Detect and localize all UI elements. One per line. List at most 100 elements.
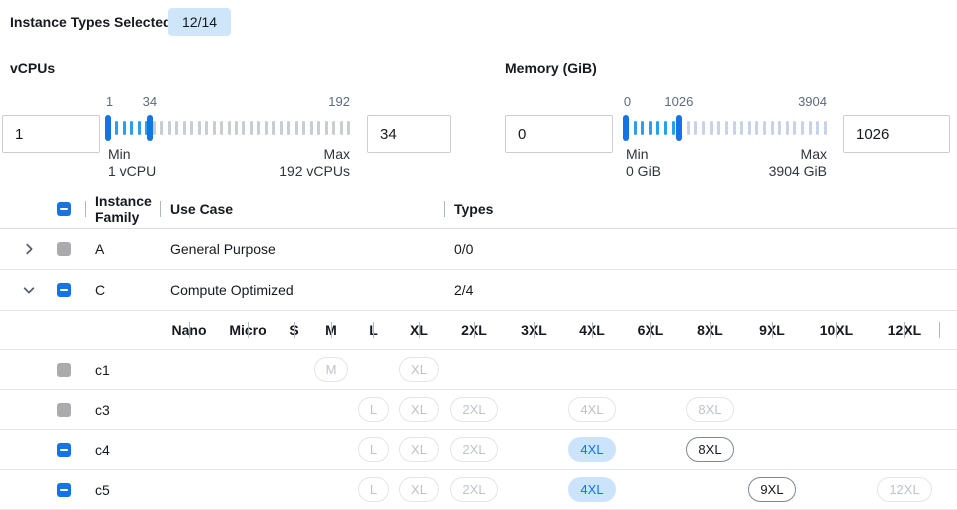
slider-tick xyxy=(732,121,736,135)
slider-tick xyxy=(648,121,652,135)
slider-tick xyxy=(122,121,126,135)
size-column-divider xyxy=(373,322,374,338)
size-column-Nano: Nano xyxy=(160,311,218,349)
size-slot-12XL: 12XL xyxy=(869,470,940,509)
slider-tick xyxy=(212,121,216,135)
slider-handle-high[interactable] xyxy=(146,115,153,141)
slider-tick xyxy=(175,121,179,135)
memory-min-input[interactable] xyxy=(505,115,613,153)
size-column-divider xyxy=(473,322,475,338)
family-row-A: A General Purpose 0/0 xyxy=(0,229,957,270)
size-column-divider xyxy=(418,322,420,338)
slider-tick xyxy=(324,121,328,135)
size-column-divider xyxy=(247,322,249,338)
slider-tick xyxy=(671,121,675,135)
slider-tick xyxy=(152,121,156,135)
instance-name: c4 xyxy=(95,441,110,458)
size-slot-4XL xyxy=(563,350,621,389)
size-slot-S xyxy=(278,350,310,389)
column-header-instance-family: Instance Family xyxy=(95,193,152,225)
slider-tick xyxy=(264,121,268,135)
size-slot-L: L xyxy=(352,430,395,469)
size-slot-6XL xyxy=(621,430,680,469)
memory-max-input[interactable] xyxy=(843,115,950,153)
size-slot-12XL xyxy=(869,350,940,389)
size-slot-Nano xyxy=(160,430,218,469)
size-column-XL: XL xyxy=(395,311,443,349)
sizes-grid: L XL 2XL 4XL 9XL 12XL xyxy=(160,470,940,509)
size-slot-Micro xyxy=(218,350,278,389)
instance-checkbox-c4[interactable] xyxy=(57,442,71,457)
vcpus-range-slider[interactable] xyxy=(105,115,350,141)
size-column-10XL: 10XL xyxy=(804,311,869,349)
size-slot-3XL xyxy=(505,470,563,509)
vcpus-scale-start: 1 xyxy=(105,94,114,109)
size-slot-Micro xyxy=(218,390,278,429)
size-slot-M xyxy=(310,430,352,469)
select-all-checkbox[interactable] xyxy=(57,202,71,216)
slider-tick xyxy=(220,121,224,135)
slider-tick xyxy=(339,121,343,135)
slider-tick xyxy=(234,121,238,135)
size-slot-8XL: 8XL xyxy=(680,430,740,469)
size-slot-2XL: 2XL xyxy=(443,470,505,509)
slider-tick xyxy=(801,121,805,135)
vcpus-min-value: 1 vCPU xyxy=(108,163,157,179)
vcpus-slider-scale: 1 34 192 xyxy=(105,94,350,110)
size-column-6XL: 6XL xyxy=(621,311,680,349)
sizes-grid: NanoMicroSMLXL2XL3XL4XL6XL8XL9XL10XL12XL xyxy=(160,311,940,349)
instance-row-c1: c1 M XL xyxy=(0,350,957,390)
size-pill-c1-XL: XL xyxy=(399,357,439,382)
slider-tick xyxy=(793,121,797,135)
size-pill-c4-8XL[interactable]: 8XL xyxy=(686,437,734,462)
slider-tick xyxy=(816,121,820,135)
size-slot-4XL: 4XL xyxy=(563,470,621,509)
size-pill-c5-12XL: 12XL xyxy=(877,477,932,502)
slider-tick xyxy=(302,121,306,135)
slider-tick xyxy=(755,121,759,135)
family-checkbox-C[interactable] xyxy=(57,283,71,297)
family-types-count: 2/4 xyxy=(454,282,474,298)
size-column-M: M xyxy=(310,311,352,349)
size-slot-M: M xyxy=(310,350,352,389)
slider-tick xyxy=(257,121,261,135)
vcpus-min-input[interactable] xyxy=(2,115,100,153)
header-divider xyxy=(85,201,86,217)
slider-tick xyxy=(823,121,827,135)
memory-slider-scale: 0 1026 3904 xyxy=(624,94,827,110)
size-slot-2XL: 2XL xyxy=(443,430,505,469)
size-slot-6XL xyxy=(621,390,680,429)
size-pill-c5-4XL[interactable]: 4XL xyxy=(568,477,616,502)
memory-range-slider[interactable] xyxy=(623,115,827,141)
slider-handle-low[interactable] xyxy=(105,115,111,141)
slider-tick xyxy=(709,121,713,135)
size-pill-c3-8XL: 8XL xyxy=(686,397,734,422)
size-pill-c4-2XL: 2XL xyxy=(450,437,498,462)
slider-handle-low[interactable] xyxy=(623,115,629,141)
vcpus-max-input[interactable] xyxy=(367,115,451,153)
size-column-divider xyxy=(939,322,940,338)
instance-checkbox-c3 xyxy=(57,402,71,417)
slider-tick xyxy=(747,121,751,135)
table-body: A General Purpose 0/0 C Compute Optimized 2/4… xyxy=(0,229,957,510)
chevron-right-icon[interactable] xyxy=(22,242,36,256)
size-pill-c5-9XL[interactable]: 9XL xyxy=(748,477,796,502)
size-column-divider xyxy=(533,322,535,338)
slider-tick xyxy=(279,121,283,135)
size-slot-S xyxy=(278,430,310,469)
slider-tick xyxy=(785,121,789,135)
sizes-grid: M XL xyxy=(160,350,940,389)
size-pill-c1-M: M xyxy=(313,357,349,382)
chevron-down-icon[interactable] xyxy=(22,283,36,297)
size-slot-8XL xyxy=(680,350,740,389)
size-pill-c3-4XL: 4XL xyxy=(568,397,616,422)
size-column-2XL: 2XL xyxy=(443,311,505,349)
size-pill-c4-4XL[interactable]: 4XL xyxy=(568,437,616,462)
instance-checkbox-c5[interactable] xyxy=(57,482,71,497)
size-slot-L xyxy=(352,350,395,389)
slider-handle-high[interactable] xyxy=(675,115,682,141)
sizes-header-row: NanoMicroSMLXL2XL3XL4XL6XL8XL9XL10XL12XL xyxy=(0,311,957,350)
vcpus-section-title: vCPUs xyxy=(10,60,56,76)
size-slot-9XL xyxy=(740,430,804,469)
